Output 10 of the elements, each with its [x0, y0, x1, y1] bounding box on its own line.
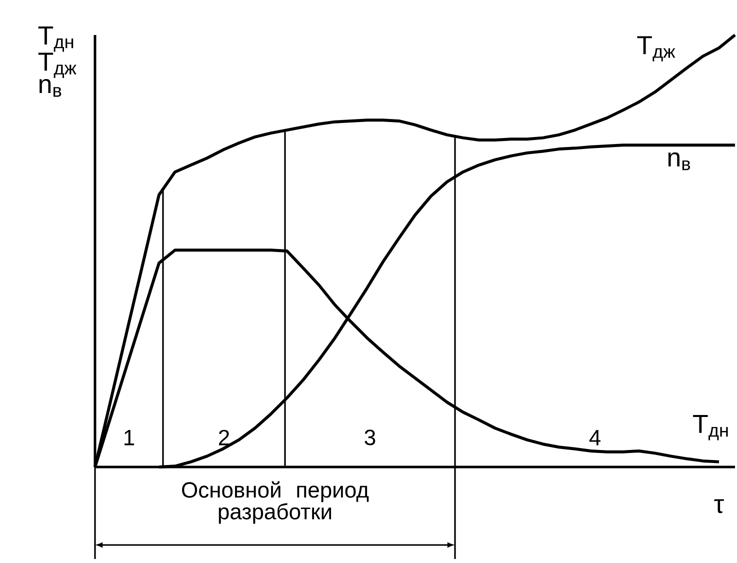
- annotation: 2: [218, 430, 230, 446]
- series-label: T$_{дж}$: [637, 36, 676, 62]
- series-label: T$_{дн}$: [693, 414, 728, 440]
- y-axis-title: T$_{дн}$ T$_{дж}$ n$_{в}$: [38, 26, 76, 97]
- annotation: 4: [589, 430, 600, 446]
- series-label: n$_{в}$: [668, 152, 690, 170]
- annotation: 1: [124, 430, 134, 446]
- annotation: 3: [364, 430, 376, 446]
- text: Основной период разработки: [182, 481, 369, 524]
- x-axis-title: τ: [714, 499, 724, 514]
